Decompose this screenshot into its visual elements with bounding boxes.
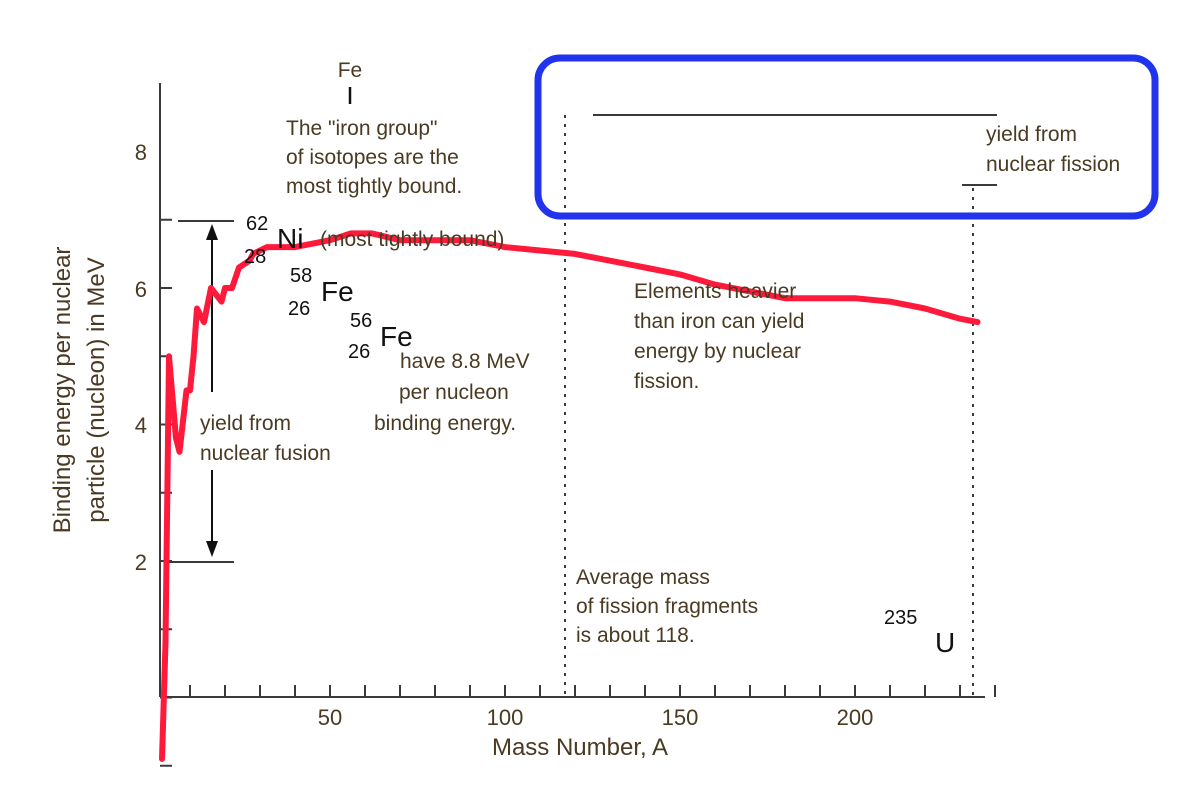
fragments-line3: is about 118. [576, 624, 695, 647]
fission-highlight-box [534, 54, 1159, 220]
binding-note-line1: have 8.8 MeV [400, 350, 530, 373]
ni62-mass-number: 62 [246, 213, 268, 235]
fusion-yield-line1: yield from [200, 412, 291, 435]
x-tick-label: 50 [318, 705, 342, 730]
heavier-line3: energy by nuclear [634, 340, 801, 363]
x-tick-label: 100 [487, 705, 524, 730]
ni62-note: (most tightly bound) [320, 228, 504, 251]
fe56-symbol: Fe [380, 321, 413, 352]
u235-symbol: U [935, 627, 955, 658]
fusion-arrow-head-down [206, 541, 218, 557]
y-tick-label: 8 [135, 140, 147, 165]
binding-note-line2: per nucleon [399, 381, 509, 404]
ni62-atomic-number: 28 [244, 246, 266, 268]
ni62-symbol: Ni [277, 223, 303, 254]
fe56-atomic-number: 26 [348, 341, 370, 363]
fe58-symbol: Fe [321, 276, 354, 307]
heavier-line4: fission. [634, 370, 699, 393]
x-tick-label: 150 [662, 705, 699, 730]
fragments-line1: Average mass [576, 566, 710, 589]
x-tick-label: 200 [837, 705, 874, 730]
y-axis-title-line1: Binding energy per nuclear [49, 247, 76, 534]
iron-group-line1: The "iron group" [286, 117, 438, 140]
u235-mass-number: 235 [884, 607, 917, 629]
y-tick-label: 4 [135, 413, 147, 438]
fe58-mass-number: 58 [290, 265, 312, 287]
binding-note-line3: binding energy. [374, 412, 516, 435]
binding-energy-curve [159, 230, 981, 762]
fe56-mass-number: 56 [350, 310, 372, 332]
y-axis-title-line2: particle (nucleon) in MeV [83, 257, 110, 522]
iron-group-line2: of isotopes are the [286, 146, 459, 169]
y-tick-label: 6 [135, 277, 147, 302]
heavier-line2: than iron can yield [634, 310, 804, 333]
iron-group-line3: most tightly bound. [286, 175, 462, 198]
fusion-yield-line2: nuclear fusion [200, 442, 331, 465]
fission-yield-line1: yield from [986, 123, 1077, 146]
fe58-atomic-number: 26 [288, 298, 310, 320]
fe-marker-label: Fe [338, 59, 363, 82]
y-tick-label: 2 [135, 550, 147, 575]
heavier-line1: Elements heavier [634, 280, 796, 303]
x-minor-ticks [189, 685, 996, 697]
fusion-arrow-head-up [206, 224, 218, 240]
fission-yield-line2: nuclear fission [986, 153, 1120, 176]
fragments-line2: of fission fragments [576, 595, 758, 618]
x-axis-title: Mass Number, A [492, 734, 668, 761]
